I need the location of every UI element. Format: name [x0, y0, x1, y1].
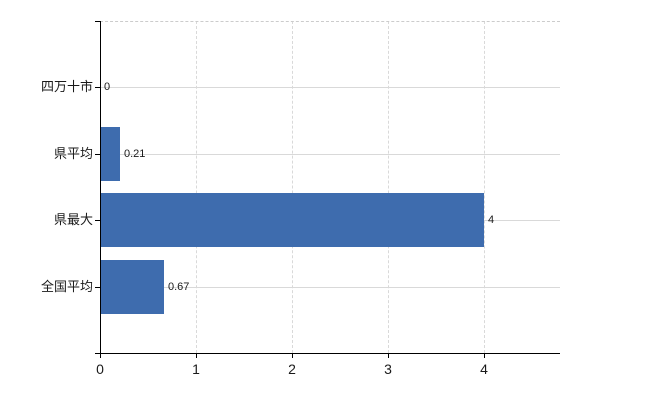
y-axis-tick: [95, 220, 100, 221]
x-axis-tick: [292, 353, 293, 358]
value-label: 0.67: [168, 281, 190, 293]
y-axis-tick: [95, 21, 100, 22]
y-axis-tick: [95, 287, 100, 288]
bar: [100, 260, 164, 314]
category-label: 全国平均: [40, 279, 93, 294]
x-axis-tick: [196, 353, 197, 358]
y-axis-tick: [95, 87, 100, 88]
x-axis-tick: [484, 353, 485, 358]
y-axis: [100, 21, 101, 353]
gridline-horizontal: [100, 287, 560, 288]
x-axis-tick: [388, 353, 389, 358]
x-tick-label: 4: [480, 361, 488, 377]
category-label: 四万十市: [40, 79, 93, 94]
value-label: 0.21: [124, 148, 146, 160]
value-label: 4: [488, 214, 495, 226]
gridline-vertical: [484, 21, 485, 353]
plot-border-top: [100, 21, 560, 22]
gridline-vertical: [292, 21, 293, 353]
category-label: 県最大: [53, 212, 93, 227]
gridline-vertical: [196, 21, 197, 353]
x-tick-label: 0: [96, 361, 104, 377]
bar: [100, 127, 120, 181]
x-tick-label: 3: [384, 361, 392, 377]
gridline-horizontal: [100, 87, 560, 88]
category-label: 県平均: [53, 146, 93, 161]
gridline-horizontal: [100, 154, 560, 155]
x-tick-label: 2: [288, 361, 296, 377]
bar: [100, 193, 484, 247]
x-axis: [95, 353, 560, 354]
x-tick-label: 1: [192, 361, 200, 377]
x-axis-tick: [100, 353, 101, 358]
gridline-vertical: [388, 21, 389, 353]
value-label: 0: [104, 81, 111, 93]
y-axis-tick: [95, 154, 100, 155]
